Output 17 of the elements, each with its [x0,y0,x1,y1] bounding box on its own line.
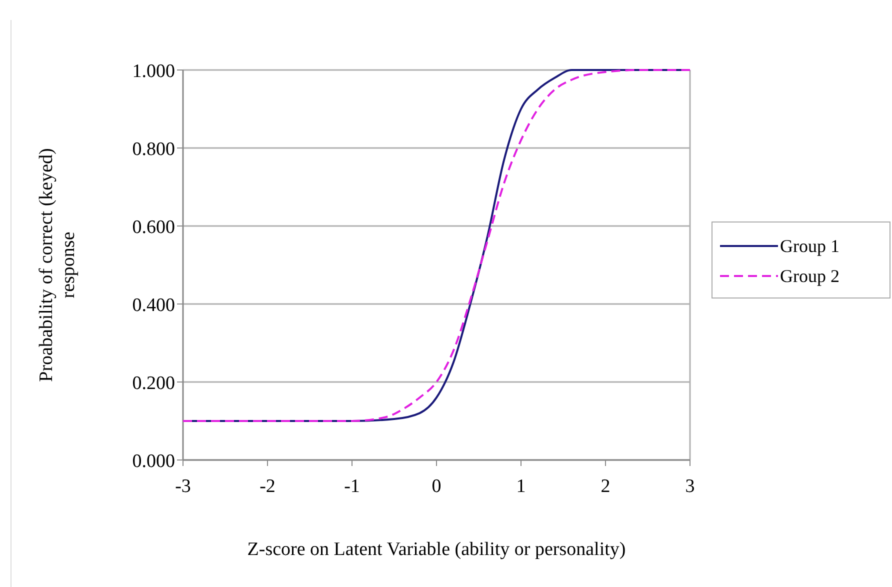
x-tick-label: 3 [685,476,695,497]
y-axis-title: Proabability of correct (keyed) response [36,148,79,382]
x-tick-label: -3 [175,476,191,497]
x-tick-label: -1 [344,476,360,497]
y-tick-label: 0.600 [132,217,175,238]
x-axis-title: Z-score on Latent Variable (ability or personality) [247,539,626,560]
x-tick-label: 0 [432,476,442,497]
x-tick-label: -2 [260,476,276,497]
legend-label: Group 2 [780,266,840,286]
y-tick-label: 0.800 [132,139,175,160]
legend-label: Group 1 [780,236,840,256]
x-tick-label: 2 [600,476,610,497]
y-tick-label: 0.400 [132,295,175,316]
y-tick-label: 0.000 [132,451,175,472]
y-tick-label: 0.200 [132,373,175,394]
y-tick-label: 1.000 [132,61,175,82]
x-tick-label: 1 [516,476,526,497]
